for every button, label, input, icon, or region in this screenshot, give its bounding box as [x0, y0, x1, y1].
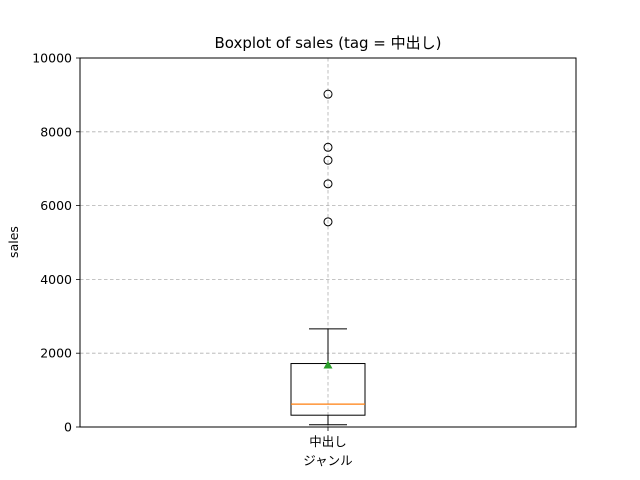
mean-marker [323, 360, 333, 369]
y-tick-label: 4000 [40, 272, 72, 287]
y-tick-label: 0 [64, 420, 72, 435]
y-tick-label: 8000 [40, 124, 72, 139]
x-axis: 中出し [309, 427, 347, 449]
box-group [290, 89, 366, 426]
y-axis-label: sales [6, 226, 21, 258]
outlier-point [323, 179, 333, 189]
grid-lines [80, 57, 576, 428]
y-tick-label: 2000 [40, 346, 72, 361]
outlier-point [323, 155, 333, 165]
x-tick-label: 中出し [309, 434, 347, 449]
y-axis: 0 2000 4000 6000 8000 10000 [32, 51, 80, 435]
outlier-point [323, 217, 333, 227]
plot-marks [290, 89, 366, 426]
x-axis-label: ジャンル [303, 453, 352, 468]
y-tick-label: 6000 [40, 198, 72, 213]
chart-title: Boxplot of sales (tag = 中出し) [214, 34, 441, 52]
outlier-point [323, 142, 333, 152]
outlier-point [323, 89, 333, 99]
y-tick-label: 10000 [32, 51, 72, 66]
